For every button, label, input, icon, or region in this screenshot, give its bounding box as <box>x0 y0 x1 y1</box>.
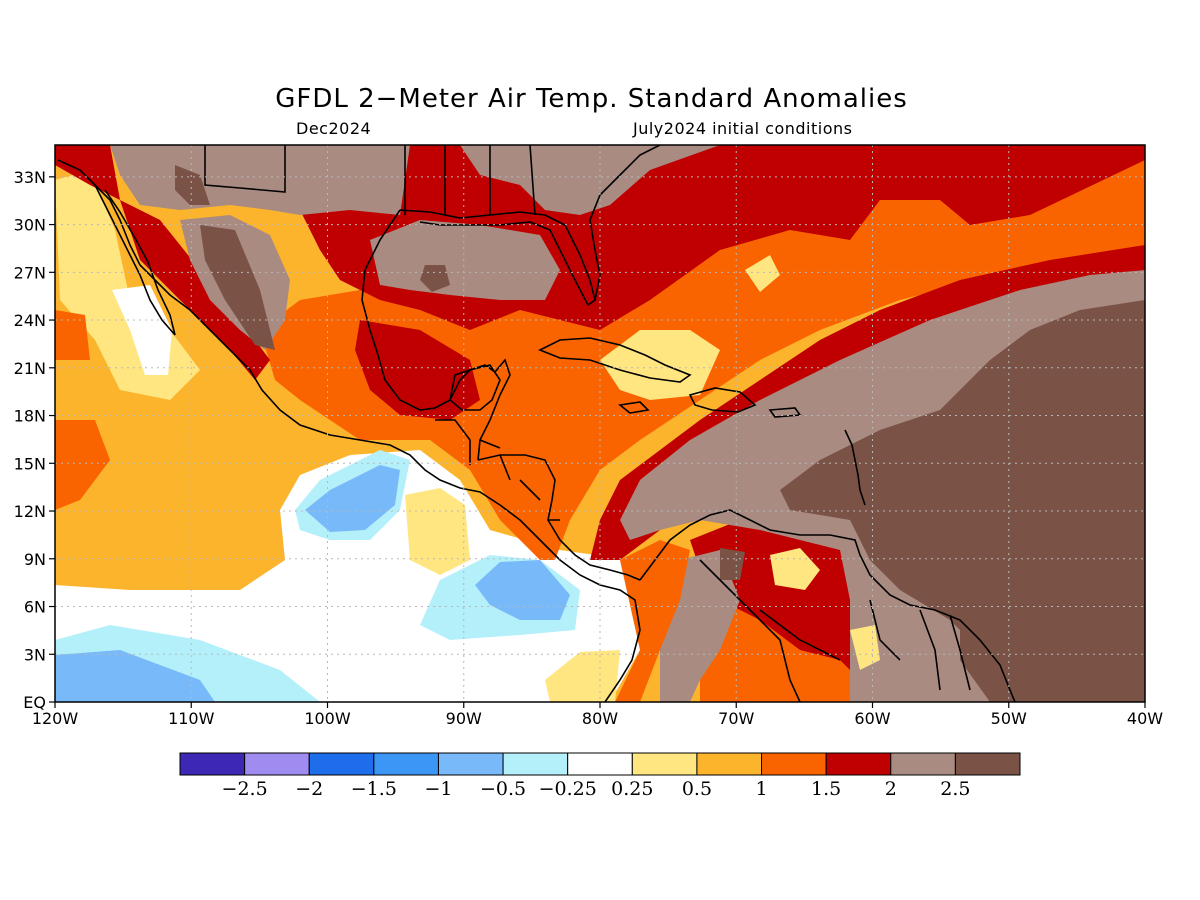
field-east-us-lightbrown <box>460 145 720 215</box>
colorbar-label: 1.5 <box>811 778 841 800</box>
field-atlantic-darkbrown <box>780 300 1145 702</box>
colorbar-swatch <box>825 752 892 776</box>
colorbar-swatch <box>696 752 763 776</box>
pacific-coast-us-mexico <box>57 159 641 702</box>
lat-tick-label: 33N <box>14 168 46 187</box>
field-colombia-darkbrown <box>720 548 745 580</box>
lat-tick-label: EQ <box>23 693 46 712</box>
initial-conditions: July2024 initial conditions <box>633 119 853 138</box>
field-pacific-orange-strip <box>615 540 690 702</box>
colorbar-label: 2.5 <box>940 778 970 800</box>
lat-tick-label: 12N <box>14 502 46 521</box>
lon-tick-label: 70W <box>718 709 754 728</box>
field-texas-darkbrown <box>420 265 450 292</box>
colorbar <box>179 752 1021 776</box>
lon-tick-label: 90W <box>446 709 482 728</box>
field-nmex-darkbrown <box>175 165 210 205</box>
baja-peninsula <box>94 184 176 336</box>
field-sierra-darkbrown <box>200 225 275 350</box>
field-pacific-white <box>55 450 650 702</box>
lon-tick-label: 50W <box>991 709 1027 728</box>
field-atlantic-yellow <box>745 255 780 292</box>
field-west-orange <box>55 420 110 510</box>
lon-tick-label: 80W <box>582 709 618 728</box>
field-baja-white <box>112 285 172 375</box>
colorbar-label: −1.5 <box>351 778 397 800</box>
colorbar-swatch <box>502 752 569 776</box>
forecast-month: Dec2024 <box>296 119 372 138</box>
colorbar-swatch <box>373 752 439 776</box>
lon-tick-label: 60W <box>854 709 890 728</box>
south-america-north <box>639 509 1016 702</box>
field-atlantic-darkbrown-lower <box>960 610 1040 702</box>
colorbar-label: 0.5 <box>682 778 712 800</box>
field-bahamas-yellow <box>600 330 720 400</box>
longitude-axis: 120W 110W 100W 90W 80W 70W 60W 50W 40W <box>32 702 1163 728</box>
colorbar-label: −0.25 <box>539 778 597 800</box>
lon-tick-label: 40W <box>1127 709 1163 728</box>
lat-tick-label: 3N <box>24 645 46 664</box>
lat-tick-label: 27N <box>14 263 46 282</box>
field-gulf-orange <box>55 310 90 360</box>
field-nicaragua-yellow <box>405 488 470 575</box>
anomaly-field <box>55 145 1145 702</box>
lat-tick-label: 18N <box>14 407 46 426</box>
field-us-lightbrown <box>110 145 410 215</box>
cuba <box>538 337 692 383</box>
colorbar-label: −0.5 <box>480 778 526 800</box>
field-sonora-red <box>120 200 270 380</box>
colorbar-swatch <box>954 752 1021 776</box>
colorbar-swatch <box>631 752 698 776</box>
field-guyana-yellow <box>850 625 880 670</box>
colorbar-label: −2 <box>295 778 323 800</box>
colorbar-swatch <box>890 752 956 776</box>
lat-tick-label: 21N <box>14 359 46 378</box>
lesser-antilles <box>844 429 866 506</box>
colorbar-swatch <box>308 752 375 776</box>
colorbar-label: −2.5 <box>222 778 268 800</box>
lat-tick-label: 6N <box>24 598 46 617</box>
lon-tick-label: 100W <box>304 709 351 728</box>
field-gulf-lightbrown <box>370 220 560 300</box>
latitude-axis: EQ 3N 6N 9N 12N 15N 18N 21N 24N 27N 30N 33N <box>14 168 55 712</box>
colorbar-swatch <box>244 752 310 776</box>
lat-tick-label: 24N <box>14 311 46 330</box>
lon-tick-label: 110W <box>168 709 215 728</box>
jamaica <box>618 401 650 414</box>
colorbar-label: 0.25 <box>611 778 653 800</box>
colorbar-swatch <box>567 752 633 776</box>
us-east-coast <box>589 145 661 301</box>
colorbar-label: −1 <box>424 778 452 800</box>
colorbar-labels: −2.5 −2 −1.5 −1 −0.5 −0.25 0.25 0.5 1 1.5 2 2.5 <box>222 778 971 800</box>
map-title: GFDL 2−Meter Air Temp. Standard Anomalie… <box>275 84 908 114</box>
puerto-rico <box>768 407 802 418</box>
colorbar-label: 2 <box>885 778 897 800</box>
lat-tick-label: 9N <box>24 550 46 569</box>
field-gulf-midblue <box>305 465 400 532</box>
field-panama-midblue <box>475 560 570 620</box>
colorbar-label: 1 <box>755 778 767 800</box>
lat-tick-label: 30N <box>14 216 46 235</box>
colorbar-swatch <box>761 752 827 776</box>
yucatan <box>449 364 501 411</box>
lat-tick-label: 15N <box>14 454 46 473</box>
field-mexico-red <box>355 320 480 420</box>
hispaniola <box>688 387 757 413</box>
field-offshore-yellow <box>545 650 620 702</box>
central-america-borders <box>435 419 560 521</box>
colorbar-swatch <box>179 752 246 776</box>
us-state-lines <box>404 145 536 216</box>
lon-tick-label: 120W <box>32 709 79 728</box>
graticule <box>55 145 1145 702</box>
south-america-borders <box>699 559 971 702</box>
colorbar-swatch <box>437 752 504 776</box>
field-pacific-red-coast <box>55 145 120 200</box>
field-pacific-midblue <box>55 650 215 702</box>
